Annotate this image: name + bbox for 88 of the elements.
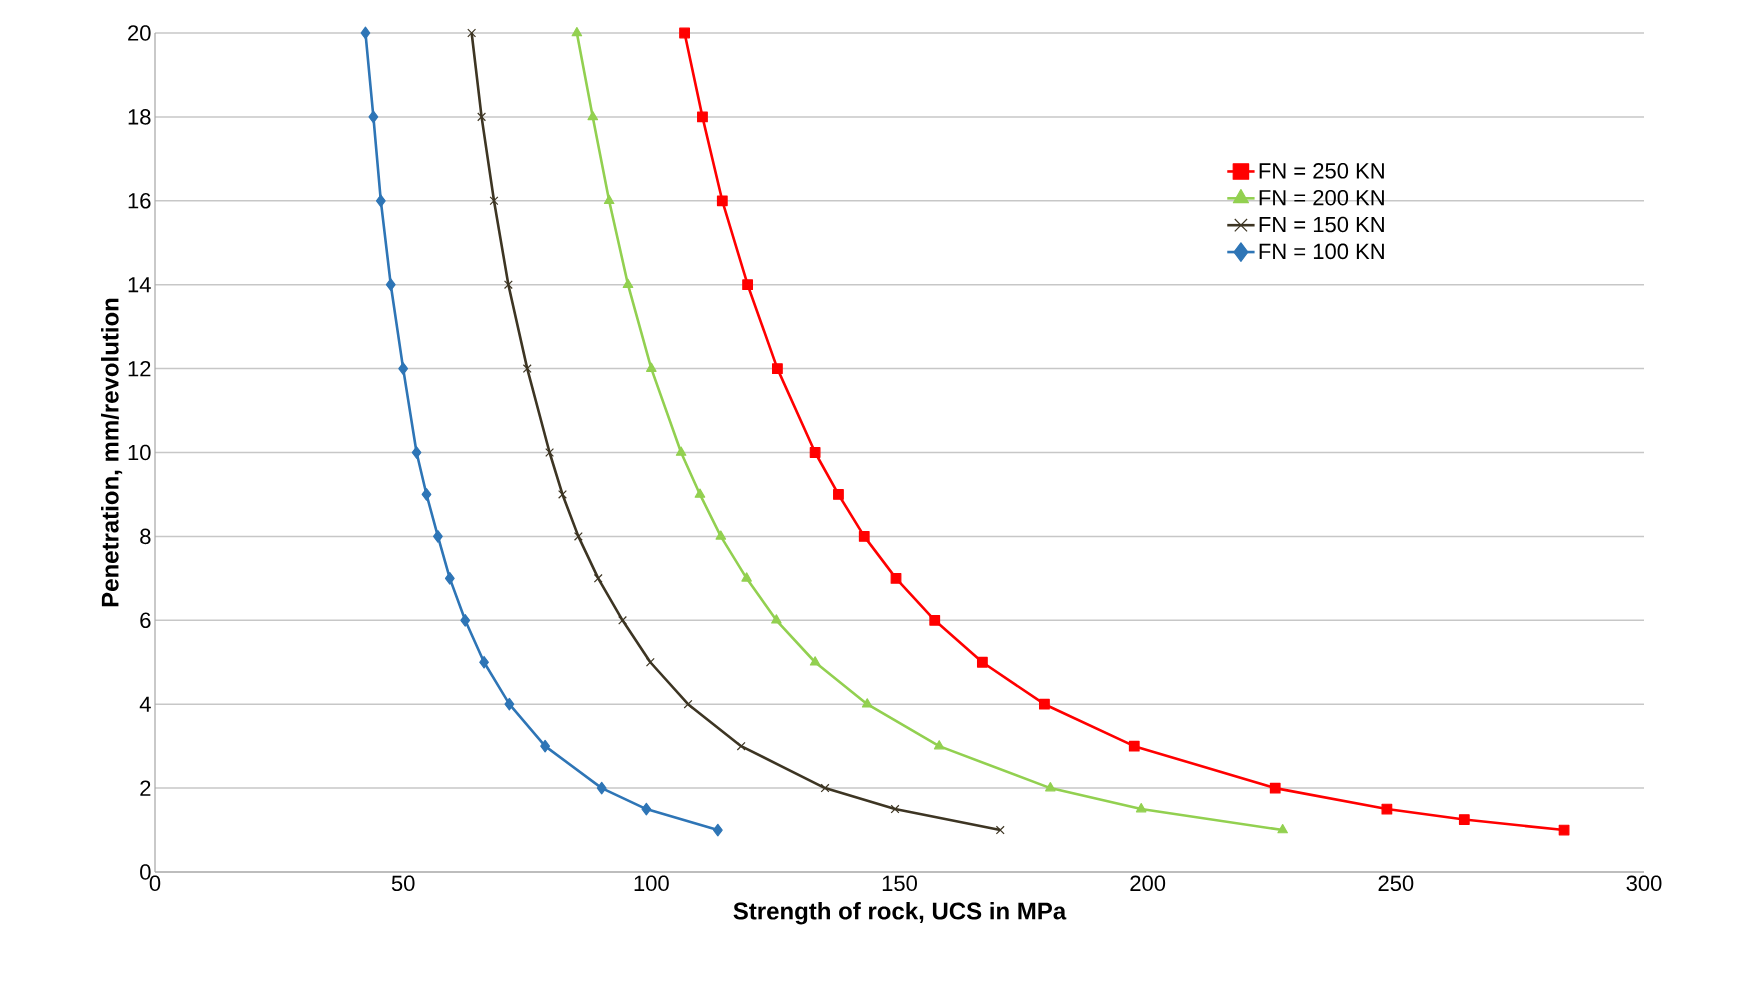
point <box>645 657 655 667</box>
point <box>603 194 615 205</box>
point <box>772 363 783 374</box>
point <box>679 27 690 39</box>
point <box>675 446 687 456</box>
y-tick-label: 12 <box>128 360 151 377</box>
y-tick-label: 0 <box>140 864 151 880</box>
point <box>646 362 657 372</box>
point <box>1277 824 1288 834</box>
point <box>1269 782 1281 794</box>
x-tick-label: 50 <box>391 875 415 892</box>
point <box>1128 740 1140 752</box>
point <box>716 195 728 207</box>
point <box>540 739 551 753</box>
point <box>467 28 477 38</box>
point <box>558 490 567 499</box>
x-tick-label: 250 <box>1378 875 1414 892</box>
point <box>596 781 607 795</box>
point <box>618 615 627 625</box>
point <box>641 802 652 816</box>
point <box>1558 824 1570 836</box>
y-tick-label: 20 <box>128 25 151 41</box>
point <box>1381 803 1393 815</box>
y-axis-title: Penetration, mm/revolution <box>101 298 123 607</box>
point <box>504 697 515 711</box>
point <box>421 488 432 501</box>
point <box>820 783 830 793</box>
legend-label: FN = 150 KN <box>1259 216 1384 233</box>
point <box>683 699 693 709</box>
point <box>622 278 634 289</box>
point <box>522 364 532 374</box>
point <box>432 530 443 543</box>
point <box>479 655 489 669</box>
point <box>858 531 870 542</box>
y-tick-label: 6 <box>140 612 151 629</box>
point <box>398 362 409 375</box>
point <box>890 572 902 584</box>
point <box>736 741 746 751</box>
point <box>890 804 900 814</box>
point <box>385 278 396 292</box>
legend-label: FN = 100 KN <box>1259 243 1384 260</box>
point <box>411 446 422 459</box>
point <box>742 279 754 291</box>
point <box>741 572 752 582</box>
x-tick-label: 300 <box>1626 875 1662 892</box>
point <box>545 448 555 457</box>
y-tick-label: 16 <box>128 193 151 209</box>
point <box>503 280 513 290</box>
y-tick-label: 10 <box>128 444 151 461</box>
point <box>771 614 782 624</box>
point <box>375 194 386 208</box>
point <box>976 656 988 668</box>
point <box>593 573 603 583</box>
point <box>833 489 844 500</box>
y-tick-label: 18 <box>128 109 151 125</box>
point <box>715 530 727 540</box>
point <box>571 26 583 37</box>
y-tick-label: 8 <box>140 528 151 545</box>
point <box>861 698 873 708</box>
y-tick-label: 2 <box>140 780 151 796</box>
x-tick-label: 150 <box>882 875 917 892</box>
point <box>460 613 471 627</box>
point <box>712 823 723 837</box>
x-tick-label: 200 <box>1130 875 1166 892</box>
point <box>368 110 379 124</box>
y-tick-label: 4 <box>139 696 151 712</box>
point <box>1039 698 1050 710</box>
point <box>1045 782 1056 792</box>
point <box>477 112 487 122</box>
point <box>489 196 499 206</box>
point <box>697 111 708 123</box>
legend-label: FN = 200 KN <box>1259 189 1384 206</box>
point <box>929 614 941 626</box>
point <box>809 656 821 666</box>
point <box>1458 814 1470 825</box>
point <box>694 488 706 498</box>
point <box>587 110 599 121</box>
point <box>444 571 455 585</box>
point <box>1135 803 1147 813</box>
x-axis-title: Strength of rock, UCS in MPa <box>733 901 1067 925</box>
point <box>573 531 583 541</box>
legend-label: FN = 250 KN <box>1259 163 1384 179</box>
point <box>995 825 1005 835</box>
point <box>809 447 821 458</box>
point <box>933 740 945 750</box>
y-tick-label: 14 <box>128 277 151 293</box>
x-tick-label: 100 <box>634 875 669 892</box>
point <box>360 26 371 40</box>
